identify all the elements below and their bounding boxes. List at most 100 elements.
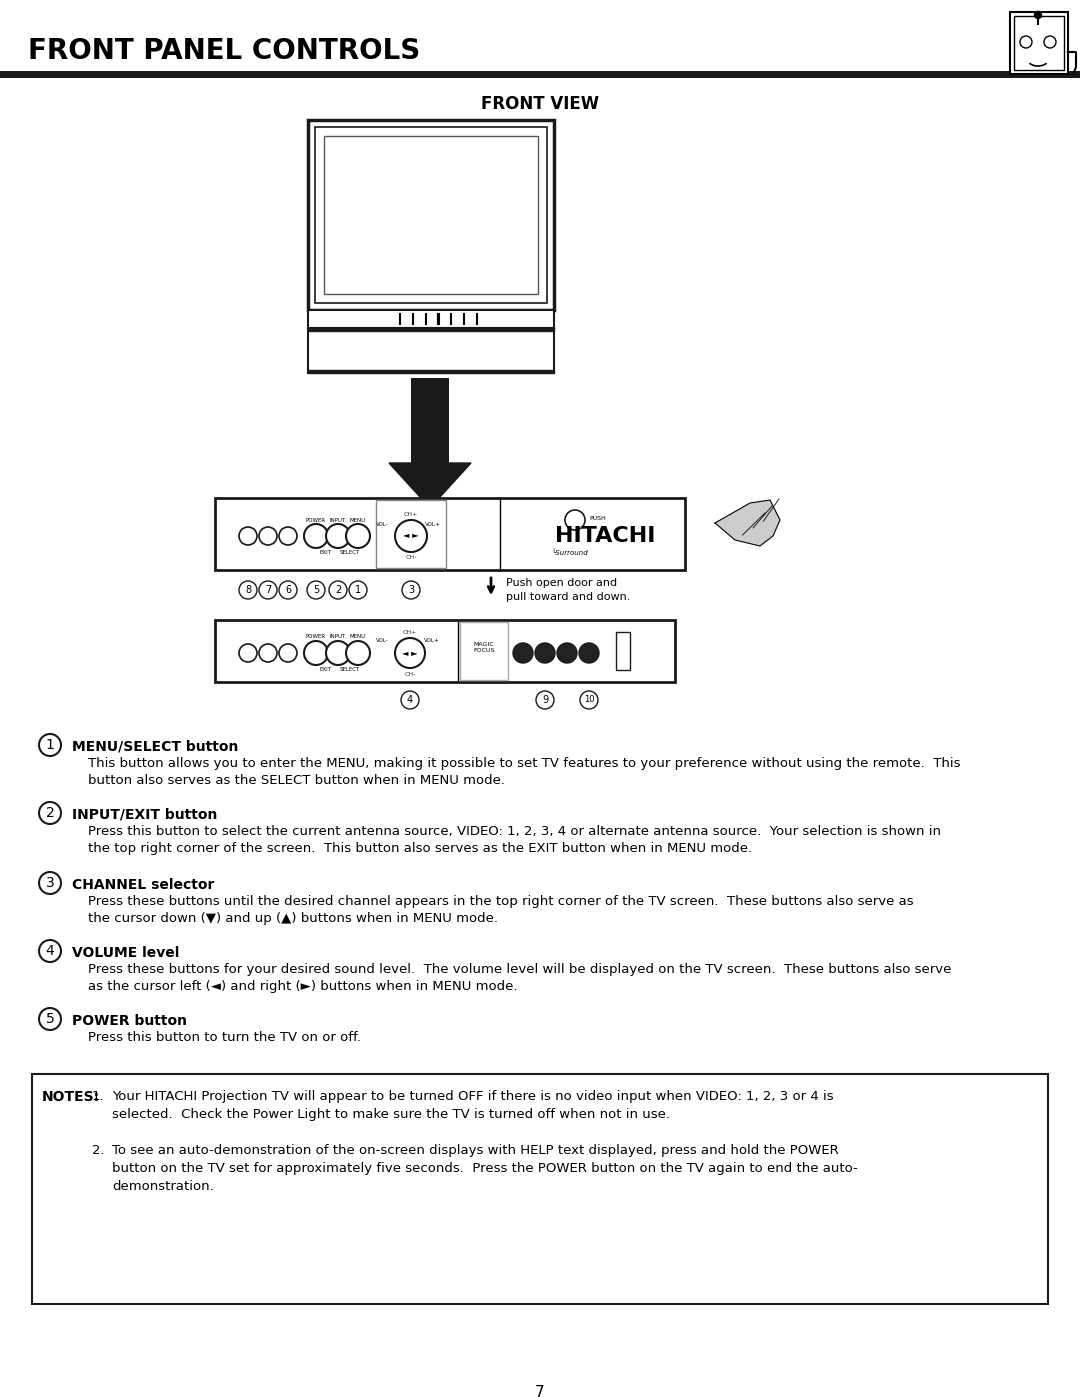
Text: button also serves as the SELECT button when in MENU mode.: button also serves as the SELECT button … (87, 774, 505, 787)
Circle shape (1035, 11, 1041, 18)
Bar (0, 71, 1080, 78)
Text: 9: 9 (542, 694, 548, 705)
Circle shape (239, 644, 257, 662)
Polygon shape (715, 500, 780, 546)
Bar (215, 620, 675, 682)
Circle shape (395, 638, 426, 668)
Text: HITACHI: HITACHI (555, 527, 656, 546)
Text: SELECT: SELECT (340, 550, 360, 555)
Text: 10: 10 (584, 696, 594, 704)
Circle shape (39, 733, 60, 756)
Text: CH+: CH+ (404, 511, 418, 517)
Text: Press this button to select the current antenna source, VIDEO: 1, 2, 3, 4 or alt: Press this button to select the current … (87, 826, 941, 838)
Text: INPUT/EXIT button: INPUT/EXIT button (72, 807, 217, 821)
Text: MENU: MENU (350, 634, 366, 638)
Bar (308, 310, 554, 328)
Text: 7: 7 (536, 1384, 544, 1397)
Text: 1.: 1. (92, 1090, 105, 1104)
Text: Press these buttons until the desired channel appears in the top right corner of: Press these buttons until the desired ch… (87, 895, 914, 908)
Text: CH-: CH- (405, 555, 417, 560)
Text: 6: 6 (285, 585, 292, 595)
Bar (324, 136, 538, 293)
Circle shape (329, 581, 347, 599)
Text: button on the TV set for approximately five seconds.  Press the POWER button on : button on the TV set for approximately f… (112, 1162, 858, 1175)
Text: FRONT PANEL CONTROLS: FRONT PANEL CONTROLS (28, 36, 420, 66)
Text: 2: 2 (335, 585, 341, 595)
Text: EXIT: EXIT (320, 550, 332, 555)
Text: the cursor down (▼) and up (▲) buttons when in MENU mode.: the cursor down (▼) and up (▲) buttons w… (87, 912, 498, 925)
Circle shape (513, 643, 534, 664)
Text: POWER: POWER (306, 518, 326, 522)
Circle shape (326, 641, 350, 665)
Polygon shape (389, 462, 471, 509)
Circle shape (579, 643, 599, 664)
Text: 5: 5 (45, 1011, 54, 1025)
Text: ╰Surround: ╰Surround (552, 549, 589, 556)
Circle shape (39, 872, 60, 894)
Bar (460, 622, 508, 680)
Circle shape (279, 644, 297, 662)
Circle shape (1044, 36, 1056, 47)
Text: POWER: POWER (306, 634, 326, 638)
Text: NOTES:: NOTES: (42, 1090, 100, 1104)
Text: 1: 1 (45, 738, 54, 752)
Text: CH+: CH+ (403, 630, 417, 636)
Text: Press this button to turn the TV on or off.: Press this button to turn the TV on or o… (87, 1031, 361, 1044)
Circle shape (259, 527, 276, 545)
Text: ◄ ►: ◄ ► (403, 531, 419, 541)
Circle shape (259, 581, 276, 599)
Circle shape (401, 692, 419, 710)
Bar (308, 370, 554, 373)
Circle shape (565, 510, 585, 529)
Text: ◄ ►: ◄ ► (402, 648, 418, 658)
Text: the top right corner of the screen.  This button also serves as the EXIT button : the top right corner of the screen. This… (87, 842, 752, 855)
Circle shape (303, 524, 328, 548)
Text: MENU: MENU (350, 518, 366, 522)
Text: VOL+: VOL+ (426, 522, 441, 527)
Circle shape (557, 643, 577, 664)
Text: INPUT: INPUT (329, 634, 346, 638)
Text: 8: 8 (245, 585, 251, 595)
Bar (315, 127, 546, 303)
Bar (215, 497, 685, 570)
Circle shape (259, 644, 276, 662)
Text: selected.  Check the Power Light to make sure the TV is turned off when not in u: selected. Check the Power Light to make … (112, 1108, 670, 1120)
Circle shape (307, 581, 325, 599)
Circle shape (1020, 36, 1032, 47)
Circle shape (39, 1009, 60, 1030)
Text: pull toward and down.: pull toward and down. (507, 592, 631, 602)
Text: 3: 3 (408, 585, 414, 595)
Circle shape (395, 520, 427, 552)
Text: Your HITACHI Projection TV will appear to be turned OFF if there is no video inp: Your HITACHI Projection TV will appear t… (112, 1090, 834, 1104)
Text: Press these buttons for your desired sound level.  The volume level will be disp: Press these buttons for your desired sou… (87, 963, 951, 977)
Bar (376, 500, 446, 569)
Text: MENU/SELECT button: MENU/SELECT button (72, 740, 239, 754)
Circle shape (279, 581, 297, 599)
Circle shape (346, 641, 370, 665)
Text: INPUT: INPUT (329, 518, 346, 522)
Text: VOL-: VOL- (376, 638, 389, 643)
Text: POWER button: POWER button (72, 1014, 187, 1028)
Text: 2: 2 (45, 806, 54, 820)
Text: as the cursor left (◄) and right (►) buttons when in MENU mode.: as the cursor left (◄) and right (►) but… (87, 981, 517, 993)
Text: MAGIC
FOCUS: MAGIC FOCUS (473, 643, 495, 652)
Text: 2.: 2. (92, 1144, 105, 1157)
Text: CH-: CH- (404, 672, 416, 678)
Text: demonstration.: demonstration. (112, 1180, 214, 1193)
Text: 7: 7 (265, 585, 271, 595)
Text: To see an auto-demonstration of the on-screen displays with HELP text displayed,: To see an auto-demonstration of the on-s… (112, 1144, 839, 1157)
Text: EXIT: EXIT (320, 666, 332, 672)
Text: This button allows you to enter the MENU, making it possible to set TV features : This button allows you to enter the MENU… (87, 757, 960, 770)
Circle shape (402, 581, 420, 599)
Text: 5: 5 (313, 585, 319, 595)
Circle shape (239, 581, 257, 599)
Circle shape (346, 524, 370, 548)
Text: PUSH: PUSH (589, 515, 606, 521)
Text: VOL+: VOL+ (424, 638, 440, 643)
Circle shape (279, 527, 297, 545)
Text: VOLUME level: VOLUME level (72, 946, 179, 960)
Circle shape (239, 527, 257, 545)
Circle shape (349, 581, 367, 599)
Text: 4: 4 (45, 944, 54, 958)
Text: 3: 3 (45, 876, 54, 890)
